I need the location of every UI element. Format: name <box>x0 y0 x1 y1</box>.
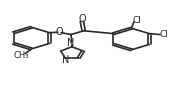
Text: N: N <box>62 55 70 65</box>
Text: O: O <box>55 27 63 37</box>
Text: O: O <box>78 14 86 24</box>
Text: Cl: Cl <box>159 30 168 39</box>
Text: CH₃: CH₃ <box>14 51 29 60</box>
Text: Cl: Cl <box>133 16 142 25</box>
Text: N: N <box>67 38 75 49</box>
